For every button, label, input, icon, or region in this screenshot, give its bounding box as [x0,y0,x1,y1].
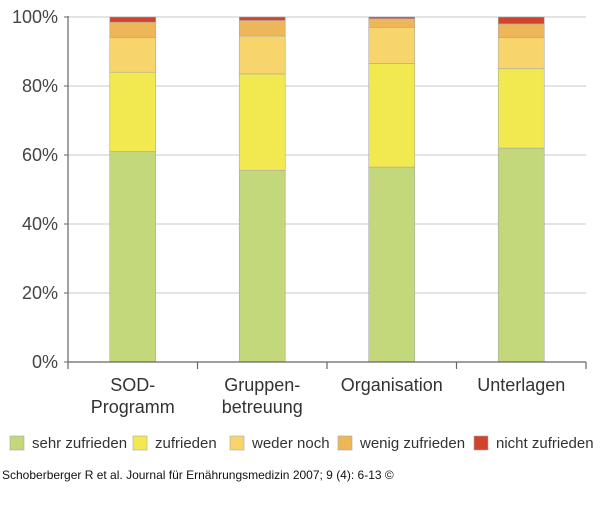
bar-segment [238,170,286,363]
legend-swatch [229,435,245,451]
category-label: Gruppen-betreuung [222,375,303,417]
legend-label: weder noch [251,435,330,452]
bar-segment [497,23,545,38]
bar-segment [109,151,157,363]
bar-segment [109,21,157,38]
category-label: SOD-Programm [91,375,175,417]
legend-label: wenig zufrieden [359,435,465,452]
bar-segment [109,16,157,23]
bar-segment [497,16,545,25]
bar-segment [109,71,157,152]
bar-segment [497,147,545,363]
y-tick-label: 20% [22,283,58,303]
y-tick-label: 100% [12,7,58,27]
bar-segment [368,18,416,28]
bar-segment [497,68,545,149]
axes [67,16,587,369]
bar-segment [238,73,286,171]
y-tick-label: 60% [22,145,58,165]
y-axis-ticks: 0% 20% 40% 60% 80% 100% [12,7,68,372]
bar-segment [368,16,416,20]
category-label: Organisation [341,375,443,395]
x-axis-labels: SOD-Programm Gruppen-betreuung Organisatio… [91,375,566,417]
legend-label: sehr zufrieden [32,435,127,452]
bar-segment [368,166,416,363]
legend-swatch [132,435,148,451]
bar-segment [109,37,157,73]
bars [109,16,545,363]
y-tick-label: 80% [22,76,58,96]
legend-swatch [473,435,489,451]
bar-segment [497,37,545,70]
category-label: Unterlagen [477,375,565,395]
legend-label: zufrieden [155,435,217,452]
bar-segment [238,35,286,75]
bar-segment [238,20,286,37]
legend-label: nicht zufrieden [496,435,594,452]
bar-segment [368,63,416,168]
stacked-bar-chart: 0% 20% 40% 60% 80% 100% SOD-Programm Gruppen-b… [9,7,594,452]
bar-segment [368,27,416,64]
legend-swatch [337,435,353,451]
y-tick-label: 40% [22,214,58,234]
legend: sehr zufrieden zufrieden weder noch wenig z… [9,435,594,452]
y-tick-label: 0% [32,352,58,372]
legend-swatch [9,435,25,451]
bar-segment [238,16,286,21]
source-caption: Schoberberger R et al. Journal für Ernäh… [2,468,394,482]
